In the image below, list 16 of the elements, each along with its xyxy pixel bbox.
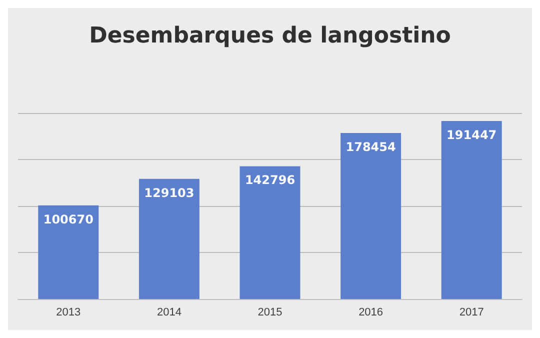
data-label: 191447	[446, 128, 497, 142]
data-label: 100670	[43, 212, 94, 226]
x-tick-label: 2014	[156, 306, 182, 318]
x-tick-label: 2017	[459, 306, 484, 318]
data-label: 142796	[244, 173, 296, 188]
x-tick-label: 2013	[56, 306, 81, 318]
data-label: 178454	[346, 140, 396, 154]
bar	[441, 120, 502, 299]
chart-title: Desembarques de langostino	[89, 24, 451, 48]
x-tick-label: 2015	[258, 306, 282, 318]
bar	[340, 133, 402, 299]
bar	[38, 205, 99, 299]
x-tick-label: 2016	[358, 306, 384, 318]
bar	[138, 178, 200, 299]
data-label: 129103	[144, 186, 194, 200]
bar	[240, 166, 300, 299]
